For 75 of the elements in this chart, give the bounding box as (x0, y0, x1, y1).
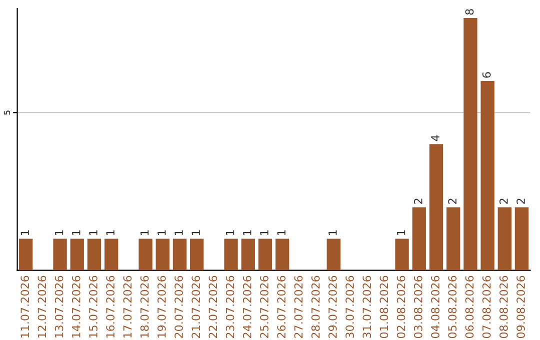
x-tick-label: 30.07.2026 (346, 276, 354, 338)
bar (395, 238, 409, 270)
data-label: 1 (277, 230, 286, 236)
bar (446, 207, 460, 270)
x-tick-label: 24.07.2026 (242, 276, 252, 338)
bar (172, 238, 187, 270)
bar (224, 238, 238, 270)
x-tick-label: 04.08.2026 (431, 276, 440, 338)
data-label: 2 (448, 198, 456, 204)
x-tick-label: 07.08.2026 (482, 276, 491, 338)
data-label: 1 (243, 230, 252, 236)
bar (480, 81, 494, 270)
x-tick-label: 05.08.2026 (448, 276, 457, 338)
x-tick-label: 19.07.2026 (157, 276, 166, 338)
data-label: 4 (431, 135, 440, 142)
data-label: 1 (72, 230, 80, 236)
x-tick-label: 08.08.2026 (499, 276, 508, 338)
bar (412, 207, 426, 270)
bar (138, 238, 152, 270)
bar (241, 238, 255, 270)
bar (53, 238, 67, 270)
x-tick-label: 11.07.2026 (20, 276, 30, 338)
bar (326, 238, 340, 270)
x-tick-label: 31.07.2026 (362, 276, 372, 338)
bar (18, 238, 33, 270)
data-label: 8 (465, 9, 474, 15)
x-tick-label: 20.07.2026 (174, 276, 183, 338)
x-tick-label: 01.08.2026 (380, 276, 388, 338)
y-tick-label: 5 (4, 110, 10, 115)
x-tick-label: 13.07.2026 (54, 276, 64, 338)
bar (498, 207, 512, 270)
data-label: 2 (516, 198, 525, 204)
x-tick-label: 16.07.2026 (106, 276, 115, 338)
x-tick-label: 22.07.2026 (208, 276, 218, 338)
x-tick-label: 26.07.2026 (277, 276, 286, 338)
data-label: 1 (226, 230, 234, 236)
x-tick-label: 18.07.2026 (140, 276, 149, 338)
bar (258, 238, 272, 270)
data-label: 1 (89, 230, 98, 236)
data-label: 2 (499, 198, 508, 204)
x-tick-label: 28.07.2026 (311, 276, 320, 338)
x-tick-label: 09.08.2026 (516, 276, 525, 338)
data-label: 1 (328, 230, 337, 236)
x-tick-label: 06.08.2026 (465, 276, 474, 338)
data-label: 6 (482, 72, 491, 78)
bar (104, 238, 118, 270)
x-tick-label: 14.07.2026 (72, 276, 80, 338)
bar (87, 238, 102, 270)
x-tick-label: 29.07.2026 (328, 276, 337, 338)
bar (156, 238, 170, 270)
bar (190, 238, 204, 270)
bar (429, 144, 444, 270)
data-label: 1 (20, 230, 29, 236)
data-label: 2 (414, 198, 422, 204)
x-tick-label: 27.07.2026 (294, 276, 303, 338)
x-tick-label: 25.07.2026 (260, 276, 268, 338)
x-tick-label: 21.07.2026 (192, 276, 200, 338)
data-label: 1 (192, 230, 200, 236)
x-tick-label: 15.07.2026 (89, 276, 98, 338)
bar (514, 207, 529, 270)
data-label: 1 (396, 230, 406, 236)
data-label: 1 (106, 230, 114, 236)
x-tick-label: 17.07.2026 (123, 276, 132, 338)
data-label: 1 (260, 230, 268, 236)
bar (464, 18, 478, 270)
data-label: 1 (54, 230, 64, 236)
x-tick-label: 03.08.2026 (414, 276, 422, 338)
x-tick-label: 02.08.2026 (396, 276, 406, 338)
x-tick-label: 12.07.2026 (38, 276, 46, 338)
data-label: 1 (140, 230, 149, 236)
x-tick-label: 23.07.2026 (226, 276, 234, 338)
bar (275, 238, 290, 270)
data-label: 1 (174, 230, 183, 236)
bar (70, 238, 84, 270)
data-label: 1 (158, 230, 166, 236)
